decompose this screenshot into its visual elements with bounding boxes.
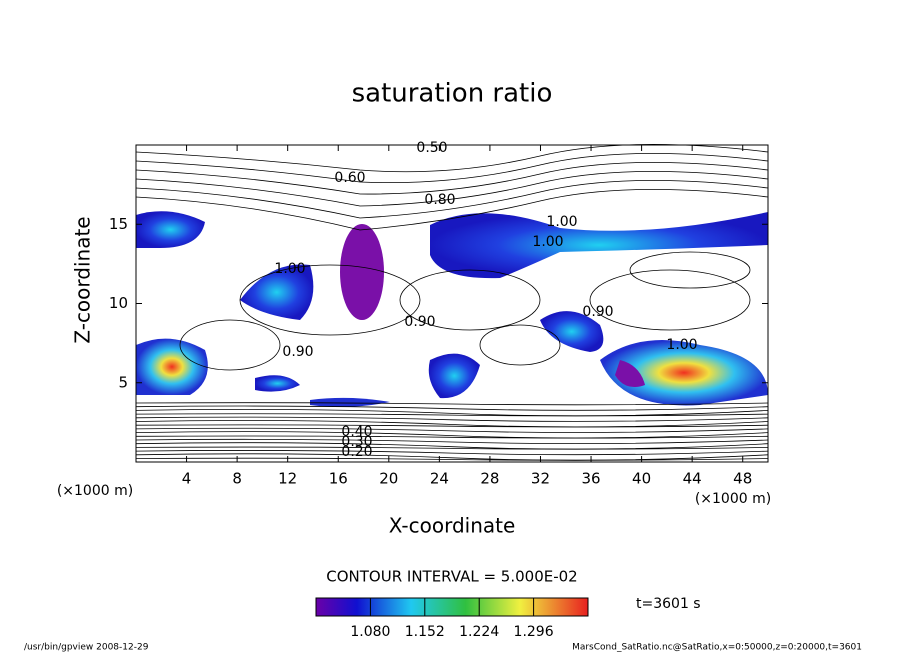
x-unit-label: (×1000 m) bbox=[57, 483, 133, 499]
plot-area bbox=[135, 143, 769, 463]
x-tick-label: 48 bbox=[733, 470, 752, 488]
time-label: t=3601 s bbox=[636, 596, 701, 612]
x-tick-label: 44 bbox=[683, 470, 702, 488]
contour-line bbox=[135, 420, 769, 428]
contour-label: 1.00 bbox=[274, 261, 305, 277]
y-axis-label: Z-coordinate bbox=[71, 216, 95, 343]
contour-line bbox=[135, 438, 769, 444]
x-tick-label: 24 bbox=[430, 470, 449, 488]
contour-line bbox=[135, 453, 769, 461]
footer-right: MarsCond_SatRatio.nc@SatRatio,x=0:50000,… bbox=[572, 643, 862, 653]
contour-line bbox=[589, 269, 751, 331]
x-tick-label: 32 bbox=[531, 470, 550, 488]
x-tick-label: 20 bbox=[379, 470, 398, 488]
contour-label: 1.00 bbox=[532, 234, 563, 250]
y-tick-label: 15 bbox=[109, 215, 128, 233]
x-axis-label: X-coordinate bbox=[389, 514, 516, 538]
x-tick-label: 8 bbox=[232, 470, 242, 488]
contour-line bbox=[135, 405, 769, 411]
contour-line bbox=[179, 319, 281, 371]
x-tick-label: 12 bbox=[278, 470, 297, 488]
contour-line bbox=[135, 427, 769, 433]
contour-line bbox=[135, 152, 769, 184]
contour-label: 0.30 bbox=[341, 434, 372, 450]
contour-line bbox=[135, 442, 769, 450]
colorbar bbox=[315, 597, 589, 617]
contour-line bbox=[239, 264, 421, 336]
contour-line bbox=[135, 409, 769, 417]
contour-line bbox=[135, 179, 769, 219]
contour-line bbox=[629, 251, 751, 289]
contour-label: 0.20 bbox=[341, 444, 372, 460]
contour-line bbox=[479, 324, 561, 366]
y-tick-label: 5 bbox=[118, 373, 128, 391]
contour-line bbox=[135, 424, 769, 428]
contour-lines bbox=[135, 143, 769, 461]
contour-line bbox=[399, 269, 541, 331]
contour-line bbox=[135, 161, 769, 195]
shaded-regions bbox=[136, 211, 768, 407]
x-tick-label: 4 bbox=[182, 470, 192, 488]
contour-label: 0.80 bbox=[424, 192, 455, 208]
contour-label: 0.90 bbox=[282, 344, 313, 360]
chart-title: saturation ratio bbox=[352, 79, 553, 109]
contour-label: 1.00 bbox=[666, 337, 697, 353]
contour-line bbox=[135, 143, 769, 173]
contour-label: 0.90 bbox=[582, 304, 613, 320]
contour-label: 0.60 bbox=[334, 170, 365, 186]
contour-label: 0.50 bbox=[416, 140, 447, 156]
contour-label: 0.40 bbox=[341, 424, 372, 440]
colorbar-tick-label: 1.296 bbox=[514, 624, 554, 640]
footer-left: /usr/bin/gpview 2008-12-29 bbox=[24, 643, 149, 653]
x-tick-label: 28 bbox=[480, 470, 499, 488]
x-tick-label: 16 bbox=[329, 470, 348, 488]
contour-line bbox=[135, 402, 769, 406]
y-tick-label: 10 bbox=[109, 294, 128, 312]
contour-line bbox=[135, 446, 769, 450]
contour-label: 0.90 bbox=[404, 314, 435, 330]
contour-line bbox=[135, 431, 769, 439]
contour-line bbox=[135, 450, 769, 456]
contour-line bbox=[135, 435, 769, 439]
x-unit-label: (×1000 m) bbox=[695, 491, 771, 507]
colorbar-tick-label: 1.080 bbox=[350, 624, 390, 640]
x-tick-label: 40 bbox=[632, 470, 651, 488]
contour-interval: CONTOUR INTERVAL = 5.000E-02 bbox=[326, 568, 577, 586]
contour-line bbox=[135, 170, 769, 207]
contour-line bbox=[135, 413, 769, 417]
contour-line bbox=[135, 416, 769, 422]
colorbar-tick-label: 1.152 bbox=[405, 624, 445, 640]
colorbar-tick-label: 1.224 bbox=[459, 624, 499, 640]
contour-label: 1.00 bbox=[546, 214, 577, 230]
contour-line bbox=[135, 188, 769, 231]
contour-line bbox=[135, 457, 769, 461]
x-tick-label: 36 bbox=[581, 470, 600, 488]
